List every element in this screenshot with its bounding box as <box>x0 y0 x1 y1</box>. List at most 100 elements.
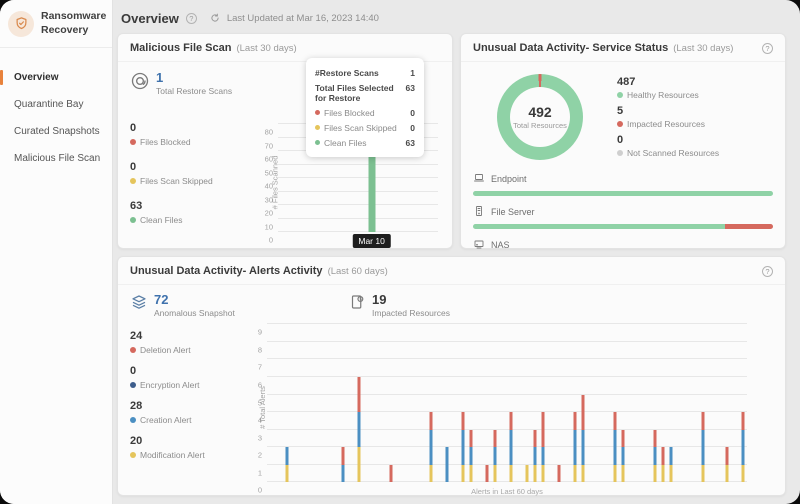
stacked-alert-bar[interactable] <box>509 324 513 483</box>
top-cards-row: Malicious File Scan (Last 30 days) <box>117 33 786 262</box>
files-scan-skipped-stat: 0 Files Scan Skipped <box>130 161 213 187</box>
sidebar-item-label: Malicious File Scan <box>14 153 101 165</box>
clean-files-dot <box>130 217 136 224</box>
deletion-segment <box>469 429 473 448</box>
stacked-alert-bar[interactable] <box>285 324 289 483</box>
total-resources-donut[interactable]: 492 Total Resources <box>497 74 583 160</box>
active-indicator <box>0 70 3 86</box>
deletion-segment <box>357 376 361 413</box>
refresh-icon[interactable] <box>210 13 220 23</box>
stacked-alert-bar[interactable] <box>493 324 497 483</box>
encryption-alert-dot <box>130 382 136 389</box>
sidebar-item-overview[interactable]: Overview <box>0 64 112 91</box>
gridline: 10 <box>265 217 438 231</box>
y-tick-label: 5 <box>257 398 262 408</box>
deletion-segment <box>581 394 585 430</box>
malicious-file-scan-card: Malicious File Scan (Last 30 days) <box>117 33 453 249</box>
creation-segment <box>341 464 345 483</box>
stacked-alert-bar[interactable] <box>669 324 673 483</box>
gridline: 0 <box>269 231 438 245</box>
modification-segment <box>661 464 665 483</box>
laptop-icon <box>473 172 485 186</box>
alerts-summary-row: 72 Anomalous Snapshot 19 Impact <box>118 285 785 318</box>
files-blocked-stat: 0 Files Blocked <box>130 122 191 148</box>
card-title: Malicious File Scan <box>130 42 232 54</box>
restore-scan-icon <box>130 71 150 96</box>
stacked-alert-bar[interactable] <box>541 324 545 483</box>
deletion-alert-stat: 24 Deletion Alert <box>130 330 191 356</box>
creation-alert-dot <box>130 417 136 424</box>
stacked-alert-bar[interactable] <box>357 324 361 483</box>
stacked-alert-bar[interactable] <box>573 324 577 483</box>
stacked-alert-bar[interactable] <box>389 324 393 483</box>
gridline: 30 <box>265 190 438 204</box>
not-scanned-dot <box>617 150 623 156</box>
file-server-status-bar[interactable] <box>473 224 773 229</box>
y-tick-label: 80 <box>264 127 273 137</box>
y-tick-label: 0 <box>257 485 262 495</box>
deletion-segment <box>621 429 625 448</box>
encryption-alert-stat: 0 Encryption Alert <box>130 365 200 391</box>
modification-segment <box>525 464 529 483</box>
modification-segment <box>653 464 657 483</box>
y-tick-label: 7 <box>257 362 262 372</box>
y-tick-label: 6 <box>257 380 262 390</box>
modification-segment <box>741 464 745 483</box>
shield-logo-icon <box>8 10 34 37</box>
app-logo-row: Ransomware Recovery <box>0 0 112 49</box>
stacked-alert-bar[interactable] <box>581 324 585 483</box>
card-help-icon[interactable]: ? <box>762 42 773 54</box>
total-restore-scans-label: Total Restore Scans <box>156 86 233 97</box>
creation-segment <box>613 429 617 465</box>
stacked-alert-bar[interactable] <box>653 324 657 483</box>
card-help-icon[interactable]: ? <box>762 265 773 277</box>
x-axis-title: Alerts in Last 60 days <box>471 487 543 497</box>
y-tick-label: 0 <box>268 235 273 245</box>
stacked-alert-bar[interactable] <box>661 324 665 483</box>
deletion-segment <box>533 429 537 448</box>
stacked-alert-bar[interactable] <box>461 324 465 483</box>
creation-segment <box>445 447 449 483</box>
card-header: Unusual Data Activity- Service Status (L… <box>461 34 785 62</box>
x-axis-marker: Mar 10 <box>352 234 391 248</box>
card-header: Malicious File Scan (Last 30 days) <box>118 34 452 62</box>
gridline: 5 <box>258 393 747 407</box>
stacked-alert-bar[interactable] <box>533 324 537 483</box>
stacked-alert-bar[interactable] <box>621 324 625 483</box>
sidebar-item-curated-snapshots[interactable]: Curated Snapshots <box>0 118 112 145</box>
stacked-alert-bar[interactable] <box>469 324 473 483</box>
gridline: 3 <box>258 428 747 442</box>
stacked-alert-bar[interactable] <box>429 324 433 483</box>
modification-segment <box>701 464 705 483</box>
files-scan-skipped-dot <box>130 178 136 185</box>
sidebar-item-quarantine-bay[interactable]: Quarantine Bay <box>0 91 112 118</box>
modification-segment <box>669 464 673 483</box>
creation-segment <box>357 412 361 448</box>
alerts-activity-chart[interactable]: 0 1 2 3 4 5 6 7 8 9 # Total Alerts Alerts in Last 6… <box>251 318 771 496</box>
modification-segment <box>357 447 361 483</box>
stacked-alert-bar[interactable] <box>525 324 529 483</box>
stacked-alert-bar[interactable] <box>725 324 729 483</box>
stacked-alert-bar[interactable] <box>613 324 617 483</box>
modification-segment <box>621 464 625 483</box>
y-tick-label: 9 <box>257 327 262 337</box>
anomalous-snapshot-label: Anomalous Snapshot <box>154 308 235 319</box>
stacked-alert-bar[interactable] <box>445 324 449 483</box>
sidebar-item-malicious-file-scan[interactable]: Malicious File Scan <box>0 145 112 172</box>
modification-segment <box>541 464 545 483</box>
stacked-alert-bar[interactable] <box>557 324 561 483</box>
restore-scan-bar[interactable] <box>368 146 376 232</box>
stacked-alert-bar[interactable] <box>341 324 345 483</box>
sidebar-item-label: Overview <box>14 72 59 84</box>
creation-segment <box>285 447 289 465</box>
alerts-plot[interactable]: 0 1 2 3 4 5 6 7 8 9 # Total Alerts Alerts in Last 6… <box>258 323 747 496</box>
page-help-icon[interactable]: ? <box>185 12 197 24</box>
stacked-alert-bar[interactable] <box>701 324 705 483</box>
app-title: Ransomware Recovery <box>41 10 107 36</box>
deletion-segment <box>741 412 745 430</box>
endpoint-status-bar[interactable] <box>473 191 773 196</box>
stacked-alert-bar[interactable] <box>485 324 489 483</box>
modification-alert-dot <box>130 452 136 459</box>
stacked-alert-bar[interactable] <box>741 324 745 483</box>
